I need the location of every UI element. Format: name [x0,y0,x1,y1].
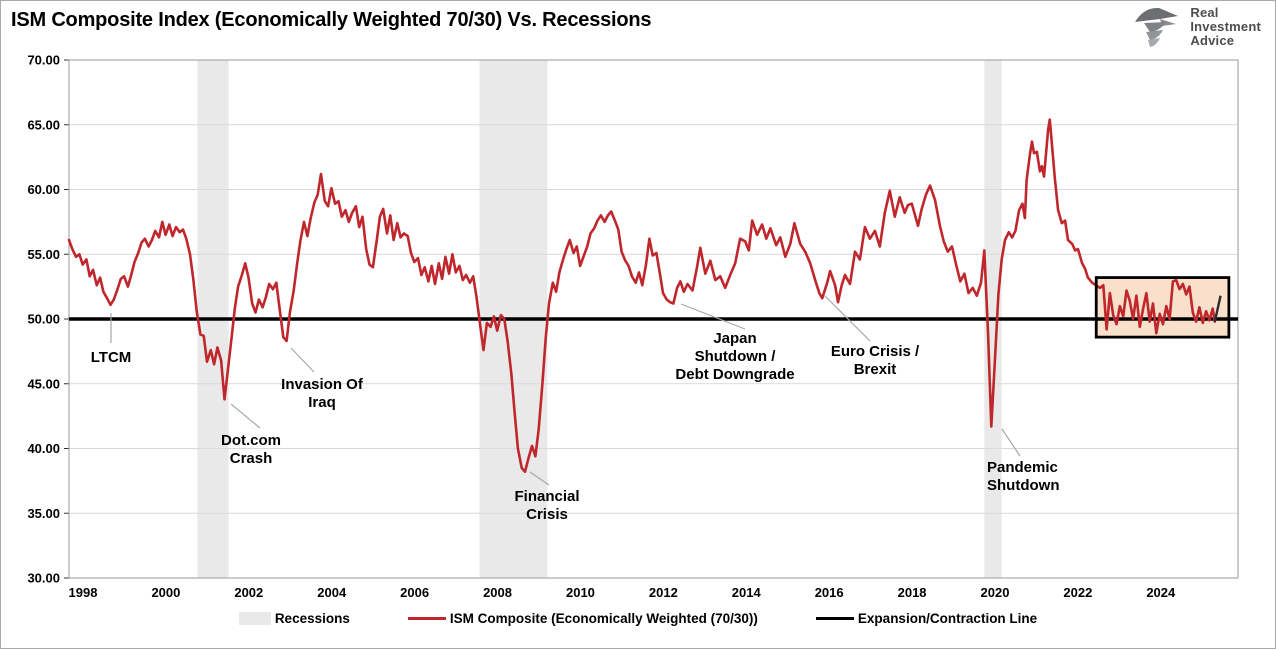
annotation-leader [1001,428,1021,457]
y-tick-label: 45.00 [27,376,60,391]
annotation-invasion-of: Invasion Of Iraq [281,376,363,411]
x-tick-label: 2010 [566,585,595,600]
annotation-ltcm: LTCM [90,349,132,366]
latest-data-tick [1213,295,1222,322]
legend: Recessions ISM Composite (Economically We… [1,611,1275,626]
x-tick-label: 2016 [815,585,844,600]
x-tick-label: 2018 [898,585,927,600]
chart-title: ISM Composite Index (Economically Weight… [11,9,652,31]
brand-line-1: Real [1190,5,1219,20]
x-tick-label: 2002 [234,585,263,600]
brand-line-2: Investment [1190,19,1261,34]
legend-label: ISM Composite (Economically Weighted (70… [449,611,758,626]
recession-swatch [238,612,271,625]
annotation-euro-crisis-: Euro Crisis / Brexit [830,343,920,378]
y-tick-label: 55.00 [27,247,60,262]
x-tick-label: 2020 [981,585,1010,600]
x-tick-label: 1998 [69,585,98,600]
x-tick-label: 2012 [649,585,678,600]
y-tick-label: 40.00 [27,441,60,456]
legend-label: Expansion/Contraction Line [857,611,1038,626]
annotation-leader [680,303,746,330]
annotation-leader [290,347,315,373]
annotation-japan: Japan Shutdown / Debt Downgrade [675,330,795,383]
eagle-icon [1135,7,1179,47]
annotation-leader [529,471,550,486]
x-tick-label: 2008 [483,585,512,600]
brand-line-3: Advice [1190,33,1235,48]
line-swatch [815,616,854,621]
x-tick-label: 2000 [151,585,180,600]
y-tick-label: 35.00 [27,506,60,521]
ism-composite-line [67,118,1217,474]
y-tick-label: 50.00 [27,312,60,327]
brand-logo: Real Investment Advice [1132,5,1261,49]
x-tick-label: 2004 [317,585,347,600]
legend-item-ism: ISM Composite (Economically Weighted (70… [407,611,758,626]
highlight-box-fill [1096,277,1229,338]
y-tick-label: 30.00 [27,571,60,586]
y-tick-label: 65.00 [27,117,60,132]
x-tick-label: 2022 [1063,585,1092,600]
x-tick-label: 2014 [732,585,762,600]
annotation-leader [230,403,261,429]
brand-name: Real Investment Advice [1190,6,1261,48]
annotation-financial: Financial Crisis [514,488,580,523]
legend-item-recessions: Recessions [238,611,350,626]
y-tick-label: 60.00 [27,182,60,197]
x-tick-label: 2006 [400,585,429,600]
annotation-dot-com: Dot.com Crash [221,432,281,467]
ism-composite-chart: 70.00 65.00 60.00 55.00 50.00 45.00 40.00 35.00… [27,53,1239,600]
annotation-pandemic: Pandemic Shutdown [987,459,1060,494]
x-tick-label: 2024 [1146,585,1176,600]
y-tick-label: 70.00 [27,53,60,68]
highlight-box [1094,276,1231,339]
line-swatch [407,616,446,621]
legend-label: Recessions [274,611,350,626]
annotation-leader [824,295,871,342]
legend-item-expansioncontraction: Expansion/Contraction Line [815,611,1038,626]
